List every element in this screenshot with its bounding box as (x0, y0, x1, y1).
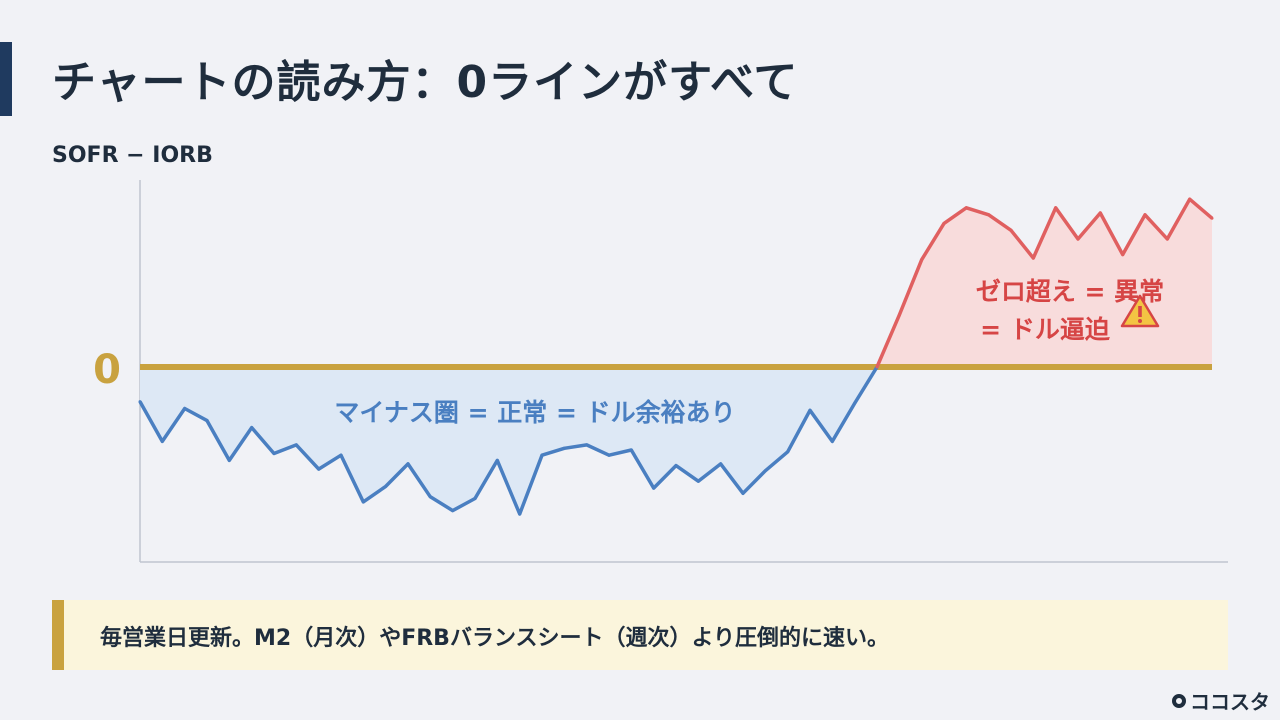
data-point (205, 419, 209, 423)
data-point (294, 443, 298, 447)
zero-tick-label: 0 (93, 347, 121, 393)
data-point (763, 469, 767, 473)
data-point (696, 479, 700, 483)
data-point (183, 407, 187, 410)
data-point (808, 408, 812, 412)
data-point (1121, 253, 1125, 257)
note-text: 毎営業日更新。M2（月次）やFRBバランスシート（週次）より圧倒的に速い。 (100, 626, 890, 651)
data-point (562, 446, 566, 450)
note-box: 毎営業日更新。M2（月次）やFRBバランスシート（週次）より圧倒的に速い。 (52, 600, 1228, 670)
positive-region-label-line1: ゼロ超え = 異常 (976, 277, 1164, 306)
data-point (1188, 197, 1192, 201)
data-point (1210, 216, 1214, 220)
data-point (406, 462, 410, 466)
data-point (138, 400, 142, 404)
data-point (339, 453, 343, 457)
data-point (1054, 206, 1058, 210)
data-point (942, 221, 946, 225)
data-point (1143, 213, 1147, 217)
page-title: チャートの読み方：0ラインがすべて (52, 57, 799, 108)
data-point (272, 452, 276, 455)
positive-series-line (875, 197, 1214, 368)
data-point (830, 439, 834, 443)
warning-triangle-icon (1120, 294, 1160, 328)
brand-name: ココスタ (1190, 690, 1270, 714)
data-point (317, 467, 321, 471)
data-point (652, 486, 656, 490)
data-point (585, 443, 589, 447)
brand-circle-icon (1172, 693, 1186, 708)
data-point (540, 453, 544, 457)
negative-region-label: マイナス圏 = 正常 = ドル余裕あり (334, 398, 735, 427)
data-point (428, 495, 432, 499)
series-label: SOFR − IORB (52, 143, 213, 168)
data-point (384, 484, 388, 488)
data-point (1031, 256, 1035, 260)
data-point (227, 458, 231, 462)
data-point (964, 206, 968, 210)
positive-region-label-line2: = ドル逼迫 (980, 315, 1111, 344)
data-point (920, 258, 924, 262)
data-point (607, 453, 611, 457)
data-point (361, 500, 365, 504)
data-point (786, 450, 790, 454)
title-accent-bar (0, 42, 12, 116)
data-point (1076, 237, 1080, 241)
data-point (853, 401, 857, 405)
data-point (495, 458, 499, 462)
data-point (674, 464, 678, 468)
data-point (518, 512, 522, 516)
data-point (897, 313, 901, 317)
spread-chart: 0 マイナス圏 = 正常 = ドル余裕あり ゼロ超え = 異常 = ドル逼迫 (93, 180, 1228, 563)
data-point (875, 365, 879, 369)
data-point (987, 213, 991, 217)
data-point (451, 509, 455, 513)
data-point (250, 426, 254, 430)
data-point (160, 439, 164, 443)
data-point (1009, 228, 1013, 232)
data-point (1098, 211, 1102, 215)
brand-logo: ココスタ (1172, 686, 1270, 715)
data-point (473, 497, 477, 500)
data-point (741, 491, 745, 495)
negative-area-fill (140, 367, 877, 514)
data-point (719, 462, 723, 466)
negative-series-line (138, 366, 879, 516)
data-point (629, 448, 633, 452)
data-point (1165, 237, 1169, 241)
